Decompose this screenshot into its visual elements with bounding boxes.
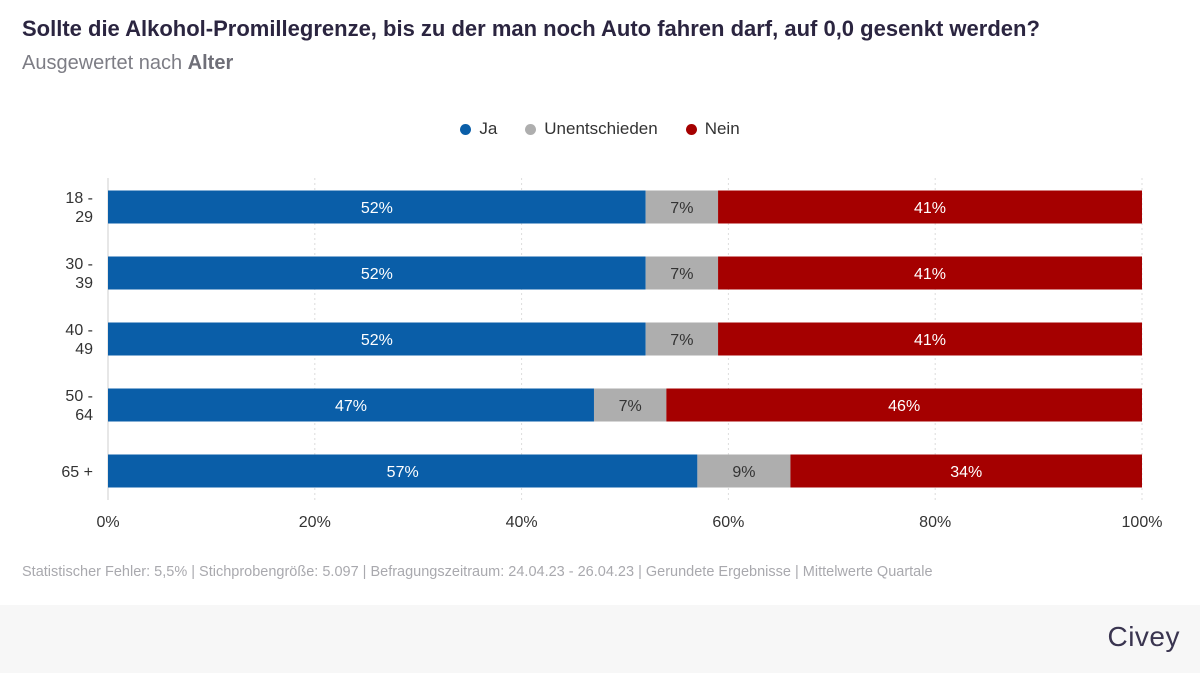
legend-label-unentschieden: Unentschieden — [544, 119, 658, 138]
bar-segment-nein[interactable] — [666, 388, 1142, 422]
subtitle-prefix: Ausgewertet nach — [22, 52, 183, 74]
data-label: 52% — [361, 266, 393, 283]
data-label: 7% — [670, 332, 693, 349]
data-label: 41% — [914, 332, 946, 349]
bar-segment-nein[interactable] — [790, 454, 1142, 488]
data-label: 41% — [914, 200, 946, 217]
bar-segment-ja[interactable] — [108, 454, 698, 488]
legend-label-ja: Ja — [479, 119, 498, 138]
legend-item-nein[interactable]: Nein — [685, 119, 740, 139]
x-tick-label: 0% — [96, 514, 119, 531]
x-tick-label: 20% — [299, 514, 331, 531]
chart-title: Sollte die Alkohol-Promillegrenze, bis z… — [22, 16, 1040, 41]
x-tick-label: 100% — [1122, 514, 1163, 531]
legend-item-ja[interactable]: Ja — [460, 119, 497, 139]
y-tick-label: 50 -64 — [65, 388, 93, 424]
data-label: 52% — [361, 200, 393, 217]
legend-dot-nein — [685, 123, 697, 135]
data-label: 52% — [361, 332, 393, 349]
bar-segment-ja[interactable] — [108, 322, 646, 356]
bar-segment-nein[interactable] — [718, 322, 1142, 356]
x-tick-label: 80% — [919, 514, 951, 531]
legend-label-nein: Nein — [704, 119, 740, 138]
data-label: 7% — [670, 266, 693, 283]
subtitle-bold: Alter — [187, 52, 234, 74]
y-tick-label: 30 -39 — [65, 256, 93, 292]
data-label: 9% — [732, 464, 755, 481]
bar-segment-nein[interactable] — [718, 256, 1142, 290]
civey-logo[interactable]: Civey — [1107, 621, 1180, 652]
stacked-bar-chart: 0% 20% 40% 60% 80% 100% 18 -29 52% 7% 41% 30 -39 52… — [61, 178, 1163, 531]
data-label: 46% — [888, 398, 920, 415]
bar-segment-unentschieden[interactable] — [645, 322, 719, 356]
bar-segment-nein[interactable] — [718, 190, 1142, 224]
data-label: 57% — [387, 464, 419, 481]
bar-segment-ja[interactable] — [108, 190, 646, 224]
y-tick-label: 65 + — [61, 464, 93, 481]
legend-dot-ja — [460, 123, 472, 135]
data-label: 7% — [619, 398, 642, 415]
bar-segment-unentschieden[interactable] — [593, 388, 667, 422]
footer-bar: Civey — [0, 605, 1200, 673]
data-label: 7% — [670, 200, 693, 217]
bar-segment-unentschieden[interactable] — [645, 256, 719, 290]
bar-segment-ja[interactable] — [108, 256, 646, 290]
x-tick-label: 60% — [712, 514, 744, 531]
y-tick-label: 40 -49 — [65, 322, 93, 358]
chart-legend: Ja Unentschieden Nein — [0, 119, 1200, 139]
bar-segment-ja[interactable] — [108, 388, 594, 422]
data-label: 47% — [335, 398, 367, 415]
bar-segment-unentschieden[interactable] — [697, 454, 791, 488]
bar-segment-unentschieden[interactable] — [645, 190, 719, 224]
legend-dot-unentschieden — [525, 123, 537, 135]
y-tick-label: 18 -29 — [65, 190, 93, 226]
data-label: 34% — [950, 464, 982, 481]
legend-item-unentschieden[interactable]: Unentschieden — [525, 119, 658, 139]
chart-subtitle: Ausgewertet nach Alter — [22, 52, 233, 75]
x-tick-label: 40% — [506, 514, 538, 531]
data-label: 41% — [914, 266, 946, 283]
footnote: Statistischer Fehler: 5,5% | Stichproben… — [22, 564, 933, 580]
